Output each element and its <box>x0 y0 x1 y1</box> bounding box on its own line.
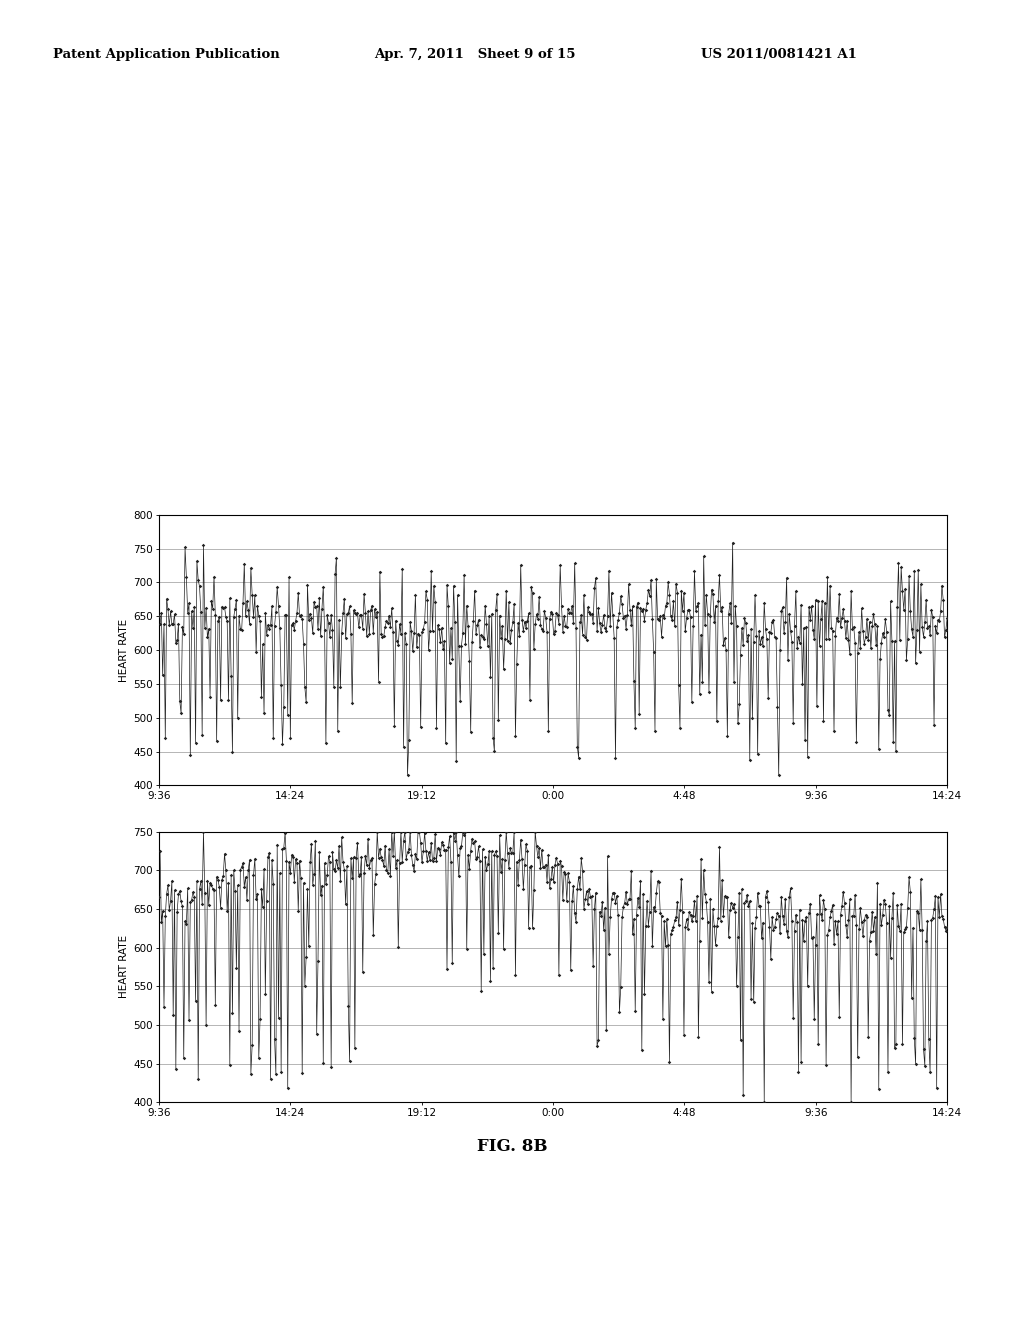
Text: Patent Application Publication: Patent Application Publication <box>53 48 280 61</box>
Y-axis label: HEART RATE: HEART RATE <box>119 619 129 681</box>
Y-axis label: HEART RATE: HEART RATE <box>119 936 129 998</box>
Text: Apr. 7, 2011   Sheet 9 of 15: Apr. 7, 2011 Sheet 9 of 15 <box>374 48 575 61</box>
Text: FIG. 8B: FIG. 8B <box>477 1138 547 1155</box>
Text: US 2011/0081421 A1: US 2011/0081421 A1 <box>701 48 857 61</box>
